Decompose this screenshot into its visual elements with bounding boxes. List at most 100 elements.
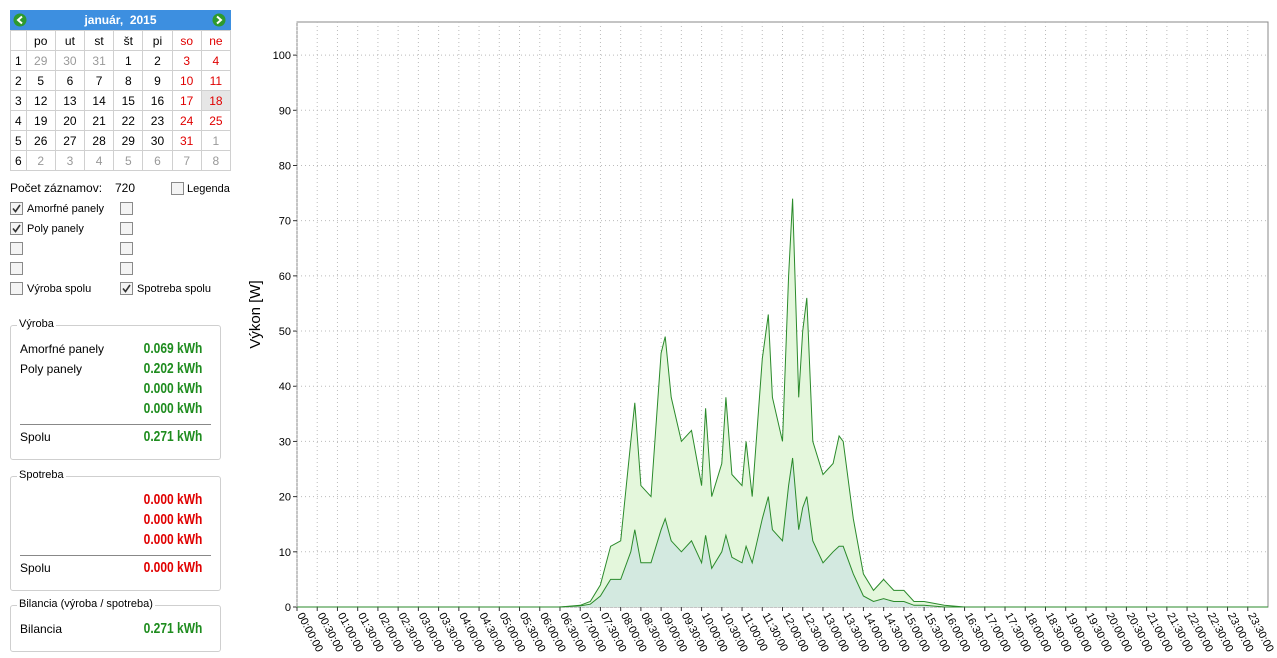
total-value: 0.000 kWh [143, 559, 202, 576]
weekday: so [171, 30, 202, 51]
series-checkbox[interactable] [10, 202, 23, 215]
series-checkbox-label: Poly panely [27, 223, 84, 235]
day[interactable]: 4 [200, 50, 232, 71]
corner-cell [10, 30, 27, 51]
records-label: Počet záznamov: [10, 181, 103, 195]
day[interactable]: 13 [54, 90, 86, 111]
day[interactable]: 6 [142, 150, 173, 171]
total-label: Spolu [20, 561, 51, 575]
day[interactable]: 8 [113, 70, 144, 91]
series-checkbox[interactable] [10, 262, 23, 275]
next-month[interactable] [212, 13, 226, 27]
week-number: 6 [10, 150, 27, 171]
day[interactable]: 25 [200, 110, 232, 131]
row-value: 0.202 kWh [143, 360, 202, 377]
series-checkbox[interactable] [10, 242, 23, 255]
day[interactable]: 15 [113, 90, 144, 111]
legend-checkbox[interactable] [171, 182, 184, 195]
series-line [297, 457, 1268, 608]
day[interactable]: 8 [200, 150, 232, 171]
y-tick-label: 20 [279, 492, 291, 504]
day[interactable]: 23 [142, 110, 173, 131]
day[interactable]: 20 [54, 110, 86, 131]
day[interactable]: 1 [113, 50, 144, 71]
row-value: 0.069 kWh [143, 340, 202, 357]
production-box: Výroba Amorfné panely 0.069 kWh Poly panely… [10, 318, 221, 460]
box-title: Bilancia (výroba / spotreba) [17, 598, 155, 610]
day[interactable]: 7 [83, 70, 115, 91]
series-checkbox[interactable] [10, 282, 23, 295]
series-checkbox[interactable] [120, 282, 133, 295]
day[interactable]: 14 [83, 90, 115, 111]
records-value: 720 [115, 181, 136, 195]
weekday: po [25, 30, 56, 51]
day[interactable]: 31 [83, 50, 115, 71]
day[interactable]: 29 [25, 50, 56, 71]
check-mark [122, 284, 131, 293]
row-label: Poly panely [20, 362, 83, 376]
check-mark [12, 224, 21, 233]
total-value: 0.271 kWh [143, 428, 202, 445]
week-number: 3 [10, 90, 27, 111]
chart: 010203040506070809010000:00:0000:30:0001… [247, 21, 1276, 654]
legend-checkbox-label: Legenda [187, 183, 230, 195]
series-checkbox-label: Amorfné panely [27, 203, 105, 215]
week-number: 5 [10, 130, 27, 151]
day[interactable]: 16 [142, 90, 173, 111]
day[interactable]: 12 [25, 90, 56, 111]
day[interactable]: 2 [142, 50, 173, 71]
series-checkbox[interactable] [120, 202, 133, 215]
total-label: Spolu [20, 430, 51, 444]
day[interactable]: 28 [83, 130, 115, 151]
day[interactable]: 5 [113, 150, 144, 171]
day[interactable]: 7 [171, 150, 202, 171]
day[interactable]: 11 [200, 70, 232, 91]
day[interactable]: 19 [25, 110, 56, 131]
row-value: 0.000 kWh [143, 400, 202, 417]
day[interactable]: 30 [142, 130, 173, 151]
balance-value: 0.271 kWh [143, 620, 202, 637]
series-line [297, 198, 1268, 608]
day[interactable]: 29 [113, 130, 144, 151]
day[interactable]: 26 [25, 130, 56, 151]
day[interactable]: 21 [83, 110, 115, 131]
day[interactable]: 27 [54, 130, 86, 151]
box-title: Výroba [17, 318, 56, 330]
day[interactable]: 2 [25, 150, 56, 171]
row-label: Amorfné panely [20, 342, 105, 356]
day[interactable]: 24 [171, 110, 202, 131]
separator [20, 424, 211, 425]
week-number: 4 [10, 110, 27, 131]
day[interactable]: 4 [83, 150, 115, 171]
series-checkbox[interactable] [120, 222, 133, 235]
side-panel: január, 2015 po ut st št pi so ne 1 29 30 31 1 2 3 4 2 5… [0, 0, 240, 658]
series-checkbox[interactable] [120, 242, 133, 255]
day[interactable]: 18 [200, 90, 232, 111]
day[interactable]: 30 [54, 50, 86, 71]
week-row: 3 12 13 14 15 16 17 18 [10, 90, 232, 111]
y-tick-label: 100 [273, 50, 291, 62]
series-checkbox[interactable] [10, 222, 23, 235]
day[interactable]: 22 [113, 110, 144, 131]
calendar: po ut st št pi so ne 1 29 30 31 1 2 3 4 2 5 6 7 8 9 10 11 3 12 13… [10, 30, 232, 171]
day[interactable]: 3 [171, 50, 202, 71]
day[interactable]: 6 [54, 70, 86, 91]
day[interactable]: 5 [25, 70, 56, 91]
series-area [297, 458, 1268, 607]
week-row: 1 29 30 31 1 2 3 4 [10, 50, 232, 71]
y-tick-label: 90 [279, 105, 291, 117]
consumption-box: Spotreba 0.000 kWh 0.000 kWh 0.000 kWh Spolu… [10, 469, 221, 591]
day[interactable]: 31 [171, 130, 202, 151]
week-row: 2 5 6 7 8 9 10 11 [10, 70, 232, 91]
prev-month[interactable] [13, 13, 27, 27]
series-area [297, 198, 1268, 607]
series-checkbox[interactable] [120, 262, 133, 275]
day[interactable]: 1 [200, 130, 232, 151]
y-tick-label: 40 [279, 381, 291, 393]
day[interactable]: 10 [171, 70, 202, 91]
day[interactable]: 17 [171, 90, 202, 111]
day[interactable]: 9 [142, 70, 173, 91]
balance-label: Bilancia [20, 622, 63, 636]
day[interactable]: 3 [54, 150, 86, 171]
